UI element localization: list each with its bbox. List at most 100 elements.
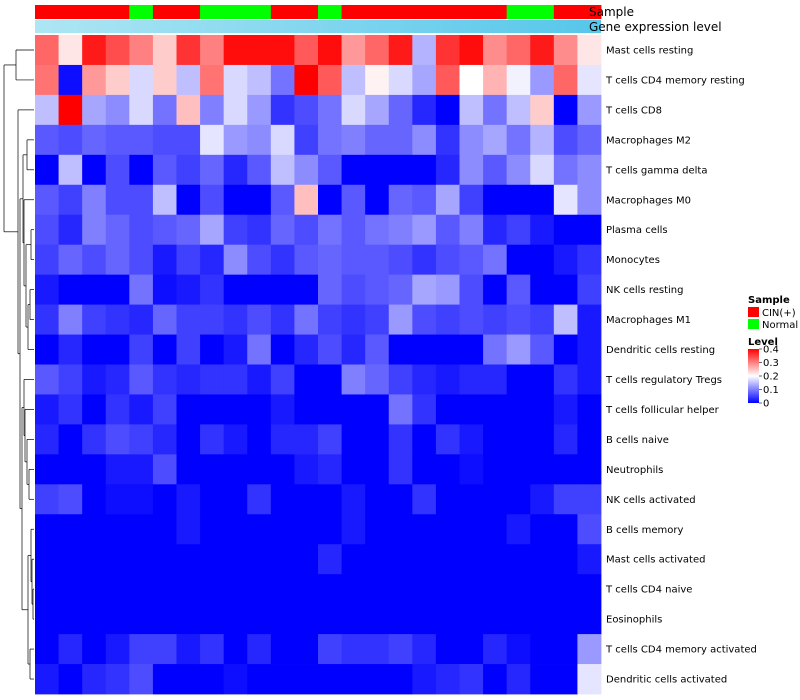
heatmap-cell [270,304,295,335]
heatmap-cell [176,634,201,665]
heatmap-cell [577,154,602,186]
heatmap-cell [105,424,130,455]
heatmap-cell [483,394,508,425]
heatmap-cell [82,334,107,365]
heatmap-cell [553,124,578,156]
heatmap-cell [483,304,508,335]
heatmap-cell [129,514,154,545]
heatmap-cell [459,574,484,605]
sample-annotation-bar [35,5,602,19]
heatmap-cell [553,424,578,455]
heatmap-cell [318,544,342,575]
heatmap-cell [530,154,555,186]
heatmap-cell [176,35,201,66]
heatmap-cell [365,634,390,665]
heatmap-cell [412,35,437,66]
heatmap-cell [247,574,272,605]
heatmap-cell [200,664,225,695]
heatmap-cell [247,274,272,305]
heatmap-cell [365,574,390,605]
heatmap-cell [35,544,59,575]
heatmap-cell [435,484,460,515]
heatmap-cell [58,514,83,545]
row-label: Monocytes [606,255,660,266]
heatmap-cell [506,124,531,156]
heatmap-cell [388,424,413,455]
heatmap-cell [35,304,59,335]
heatmap-cell [200,544,225,575]
heatmap-cell [506,184,531,216]
row-dendrogram [3,49,34,680]
heatmap-cell [294,334,319,365]
legend-swatch-normal [748,319,759,329]
heatmap-cell [58,35,83,66]
heatmap-cell [483,244,508,276]
heatmap-cell [247,64,272,96]
heatmap-cell [483,454,508,485]
row-label: Plasma cells [606,225,668,236]
heatmap-cell [412,454,437,485]
heatmap-cell [129,214,154,246]
heatmap-cell [270,454,295,485]
heatmap-cell [152,334,177,365]
heatmap-cell [365,244,390,276]
heatmap-cell [435,514,460,545]
heatmap-cell [105,664,130,695]
heatmap-cell [82,424,107,455]
heatmap-cell [459,304,484,335]
heatmap-cell [129,604,154,635]
heatmap-cell [35,514,59,545]
legend-label-normal: Normal [762,320,798,331]
heatmap-cell [553,394,578,425]
heatmap-cell [365,364,390,395]
heatmap-cell [341,514,366,545]
heatmap-cell [553,94,578,126]
heatmap-cell [459,214,484,246]
heatmap-cell [459,454,484,485]
heatmap-cell [530,634,555,665]
heatmap-cell [247,124,272,156]
heatmap-cell [247,35,272,66]
heatmap-cell [506,664,531,695]
heatmap-cell [223,124,248,156]
heatmap-cell [176,364,201,395]
heatmap-cell [176,664,201,695]
heatmap-cell [82,514,107,545]
heatmap-cell [341,664,366,695]
heatmap-cell [553,544,578,575]
heatmap-cell [318,664,342,695]
heatmap-cell [247,394,272,425]
heatmap-cell [506,94,531,126]
heatmap-cell [506,304,531,335]
heatmap-cell [530,484,555,515]
heatmap-cell [318,304,342,335]
heatmap-cell [459,35,484,66]
row-label: Mast cells resting [606,45,693,56]
heatmap-cell [483,634,508,665]
sample-annotation-cell [506,5,531,19]
sample-annotation-cell [388,5,413,19]
heatmap-cell [459,154,484,186]
heatmap-cell [506,154,531,186]
heatmap-cell [200,154,225,186]
heatmap-cell [483,274,508,305]
heatmap-cell [388,184,413,216]
heatmap-cell [412,484,437,515]
heatmap-cell [318,424,342,455]
heatmap-cell [200,454,225,485]
heatmap-cell [200,184,225,216]
heatmap-cell [247,244,272,276]
heatmap-cell [200,304,225,335]
level-tick-label: 0.3 [763,358,779,369]
heatmap-cell [294,35,319,66]
heatmap-cell [105,634,130,665]
heatmap-cell [223,334,248,365]
heatmap-cell [530,514,555,545]
heatmap-cell [483,64,508,96]
heatmap-cell [530,604,555,635]
heatmap-cell [341,244,366,276]
heatmap-cell [105,334,130,365]
heatmap-cell [577,634,602,665]
heatmap-cell [35,574,59,605]
heatmap-cell [105,274,130,305]
